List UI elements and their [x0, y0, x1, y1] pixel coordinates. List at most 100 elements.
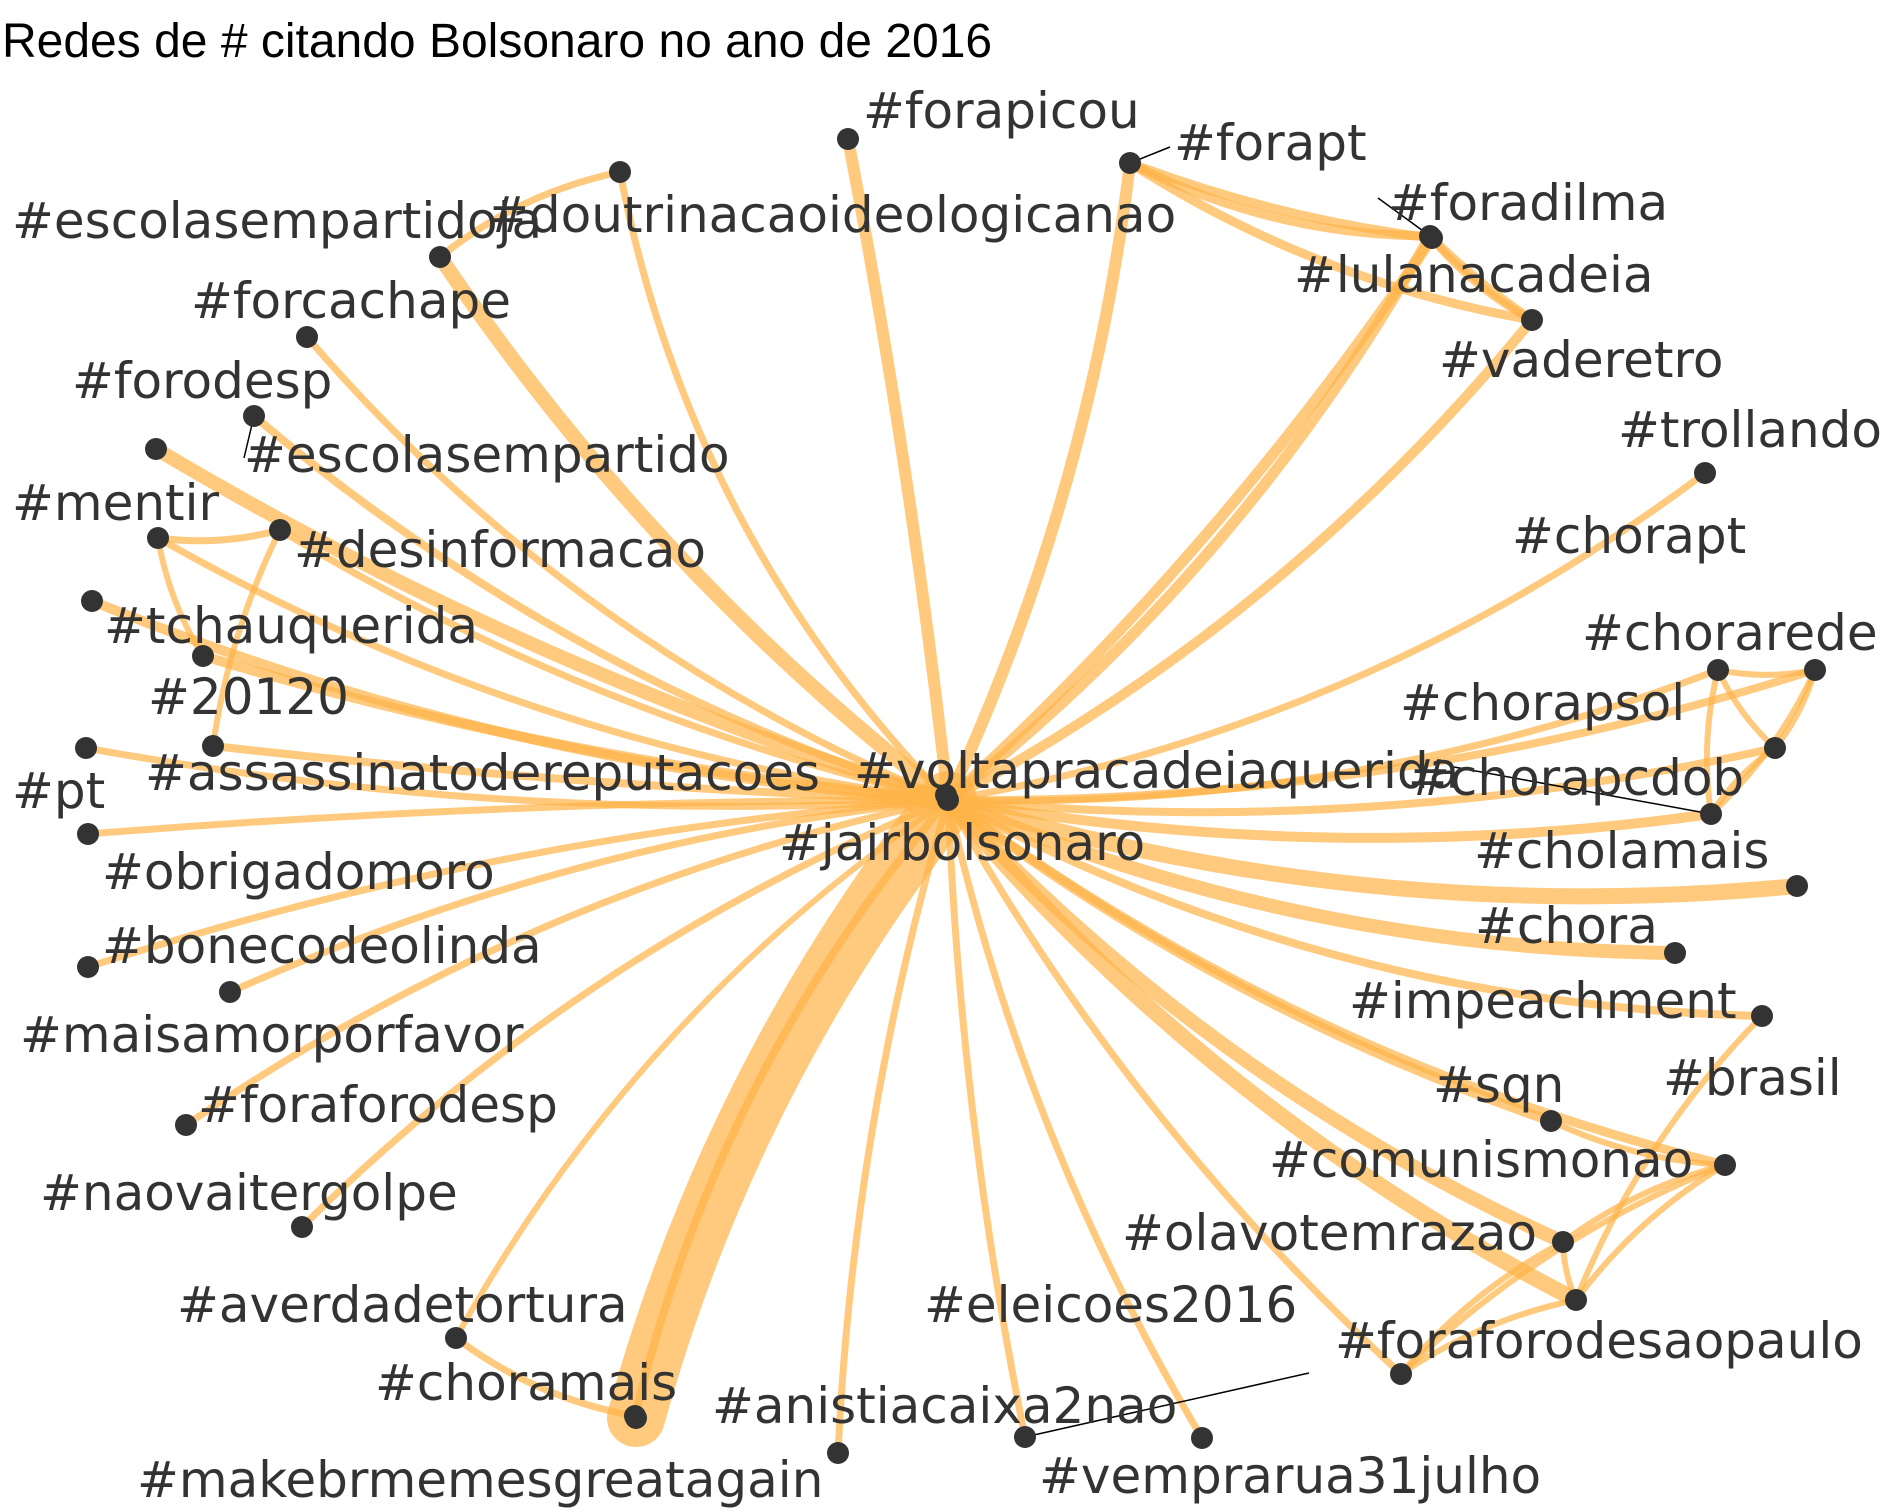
node-label-foraforodesp: #foraforodesp [198, 1076, 558, 1134]
node-label-tchauquerida: #tchauquerida [104, 597, 478, 655]
edge-jairbolsonaro-makebrmemesgreatagain [607, 771, 977, 1447]
node-chora [1664, 942, 1686, 964]
node-label-chorarede: #chorarede [1582, 604, 1878, 662]
node-olavotemrazao [1565, 1289, 1587, 1311]
node-label-escolasempartido: #escolasempartido [244, 426, 730, 484]
edge-jairbolsonaro-foraforodesp [182, 796, 952, 1129]
edge-forapt-lulanacadeia [1125, 158, 1437, 243]
node-label-desinformacao: #desinformacao [294, 521, 706, 579]
edge-forapt-vaderetro [1125, 158, 1537, 325]
edge-averdadetortura-choramais [452, 1334, 639, 1420]
node-label-vemprarua31julho: #vemprarua31julho [1039, 1447, 1541, 1505]
node-label-forapt: #forapt [1174, 114, 1367, 172]
edge-jairbolsonaro-forcachape [303, 333, 952, 804]
edge-jairbolsonaro-doutrinacaoideologicanao [616, 168, 952, 804]
node-forapt [1119, 152, 1141, 174]
node-label-olavotemrazao: #olavotemrazao [1122, 1204, 1537, 1262]
edge-comunismonao-foraforodesaopaulo [1398, 1239, 1566, 1377]
node-label-naovaitergolpe: #naovaitergolpe [40, 1164, 458, 1222]
node-label-sqn: #sqn [1433, 1056, 1564, 1114]
node-label-chorapt: #chorapt [1512, 507, 1746, 565]
edge-jairbolsonaro-20120 [198, 651, 953, 805]
edge-jairbolsonaro-bonecodeolinda [84, 796, 952, 971]
node-label-doutrinacaoideologicanao: #doutrinacaoideologicanao [487, 186, 1176, 244]
node-label-assassinatodereputacoes: #assassinatodereputacoes [145, 744, 820, 802]
node-pt [75, 737, 97, 759]
node-vaderetro [1521, 309, 1543, 331]
edge-brasil-foraforodesaopaulo [1398, 1162, 1728, 1377]
node-label-jairbolsonaro: #jairbolsonaro [779, 814, 1145, 872]
node-label-foradilma: #foradilma [1388, 174, 1668, 232]
edge-lulanacadeia-vaderetro [1427, 233, 1537, 325]
node-chorapcdob [1700, 803, 1722, 825]
edge-olavotemrazao-foraforodesaopaulo [1398, 1297, 1579, 1377]
edge-jairbolsonaro-obrigadomoro [84, 796, 952, 838]
node-maisamorporfavor [219, 981, 241, 1003]
edge-jairbolsonaro-mentir [154, 534, 952, 804]
node-label-makebrmemesgreatagain: #makebrmemesgreatagain [137, 1451, 823, 1509]
node-assassinatodereputacoes [202, 735, 224, 757]
node-label-maisamorporfavor: #maisamorporfavor [20, 1006, 524, 1064]
node-label-forcachape: #forcachape [191, 272, 511, 330]
edge-jairbolsonaro-pt [82, 744, 952, 810]
node-label-foraforodesaopaulo: #foraforodesaopaulo [1335, 1312, 1863, 1370]
node-cholamais [1786, 875, 1808, 897]
node-label-forodesp: #forodesp [72, 352, 332, 410]
edge-jairbolsonaro-averdadetortura [453, 797, 951, 1341]
node-chorapt [1707, 659, 1729, 681]
node-naovaitergolpe [291, 1216, 313, 1238]
node-label-chorapcdob: #chorapcdob [1408, 749, 1744, 807]
node-chorapsol [1764, 737, 1786, 759]
node-label-chora: #chora [1475, 897, 1658, 955]
node-label-obrigadomoro: #obrigadomoro [102, 843, 495, 901]
edge-impeachment-olavotemrazao [1573, 1013, 1765, 1303]
edge-jairbolsonaro-vemprarua31julho [944, 796, 1206, 1442]
node-vemprarua31julho [1191, 1427, 1213, 1449]
node-tchauquerida [81, 590, 103, 612]
edge-jairbolsonaro-chorapsol [944, 744, 1779, 817]
node-doutrinacaoideologicanao [609, 161, 631, 183]
edge-jairbolsonaro-escolasempartido [149, 442, 955, 807]
node-anistiacaixa2nao [827, 1442, 849, 1464]
label-connector-eleicoes2016 [1024, 1372, 1310, 1438]
edge-mentir-desinformacao [154, 526, 284, 545]
edge-jairbolsonaro-chora [941, 793, 1682, 960]
node-desinformacao [269, 519, 291, 541]
node-label-comunismonao: #comunismonao [1269, 1131, 1693, 1189]
node-lulanacadeia [1421, 227, 1443, 249]
node-20120 [192, 645, 214, 667]
edge-jairbolsonaro-naovaitergolpe [298, 796, 952, 1231]
node-averdadetortura [445, 1327, 467, 1349]
node-foraforodesaopaulo [1390, 1363, 1412, 1385]
edge-desinformacao-assassinatodereputacoes [210, 527, 283, 749]
edge-jairbolsonaro-foradilma [942, 230, 1436, 806]
node-label-voltapracadeiaquerida: #voltapracadeiaquerida [854, 742, 1459, 800]
edge-jairbolsonaro-impeachment [944, 796, 1766, 1020]
edge-brasil-olavotemrazao [1573, 1162, 1728, 1303]
edges-layer [82, 133, 1819, 1457]
edge-jairbolsonaro-lulanacadeia [942, 232, 1438, 806]
labels-layer: #jairbolsonaro #voltapracadeiaquerida #for… [12, 82, 1882, 1509]
node-label-20120: #20120 [148, 668, 349, 726]
node-foraforodesp [175, 1114, 197, 1136]
edge-jairbolsonaro-assassinatodereputacoes [209, 742, 952, 804]
node-label-pt: #pt [12, 762, 105, 820]
edge-jairbolsonaro-chorapt [944, 666, 1722, 805]
edge-mentir-20120 [155, 535, 206, 659]
node-label-cholamais: #cholamais [1474, 822, 1769, 880]
edge-jairbolsonaro-desinformacao [276, 526, 952, 804]
edge-jairbolsonaro-chorapcdob [943, 795, 1716, 843]
node-label-anistiacaixa2nao: #anistiacaixa2nao [712, 1377, 1177, 1435]
node-forodesp [243, 405, 265, 427]
edge-jairbolsonaro-choramais [631, 796, 952, 1420]
nodes-layer [75, 128, 1826, 1464]
edge-jairbolsonaro-brasil [943, 795, 1730, 1170]
edge-doutrinacaoideologicanao-escolasempartidoja [436, 168, 624, 261]
node-label-choramais: #choramais [375, 1354, 677, 1412]
node-mentir [147, 527, 169, 549]
edge-jairbolsonaro-trollando [944, 469, 1709, 804]
node-trollando [1694, 462, 1716, 484]
node-label-averdadetortura: #averdadetortura [177, 1276, 628, 1334]
edge-jairbolsonaro-vaderetro [943, 315, 1537, 805]
